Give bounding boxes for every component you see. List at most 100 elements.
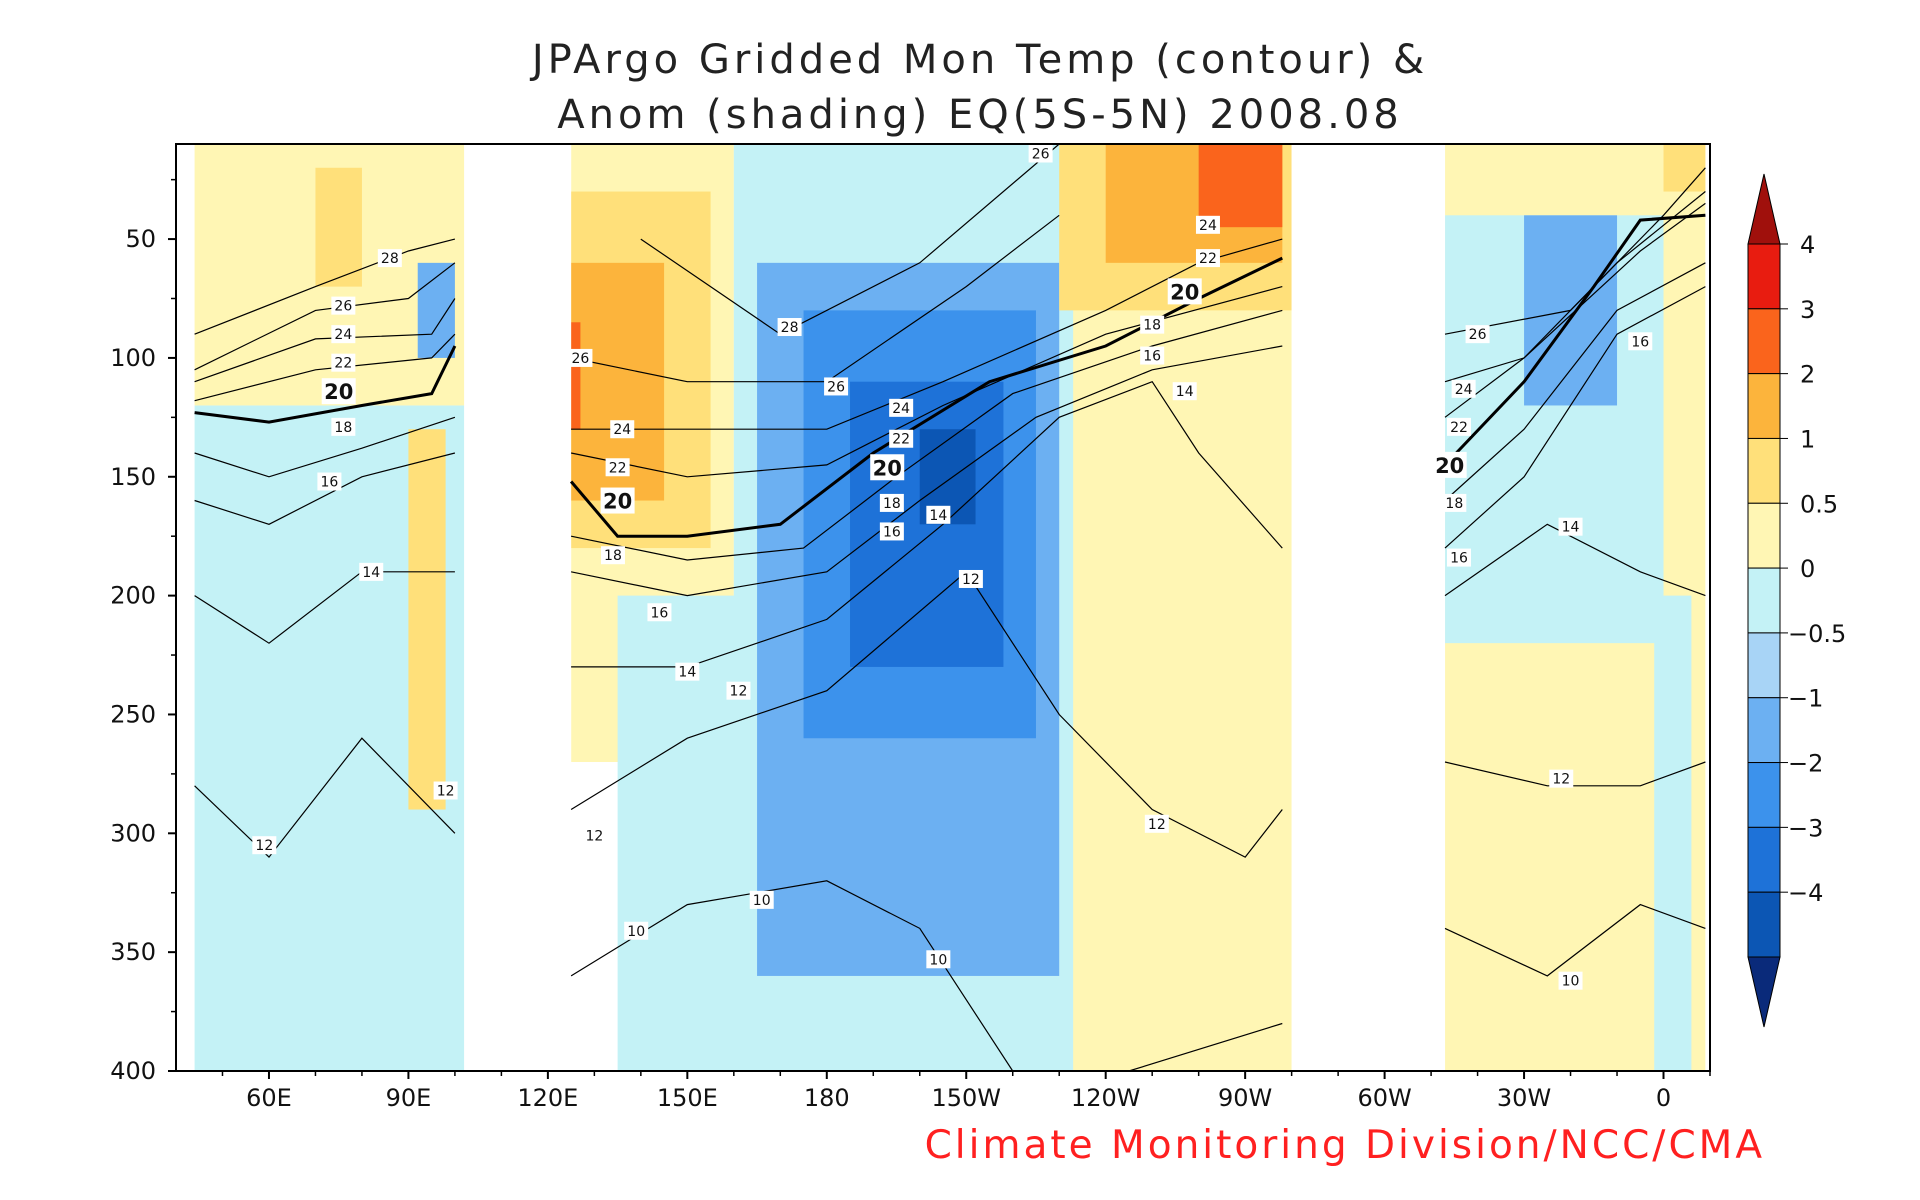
contour-label: 14 xyxy=(1176,384,1194,400)
contour-label-box xyxy=(321,378,356,405)
y-tick-label: 50 xyxy=(125,225,156,253)
contour-label: 20 xyxy=(1435,454,1464,478)
contour-line-16 xyxy=(570,345,1283,597)
contour-label: 26 xyxy=(1469,327,1487,343)
contour-line-14 xyxy=(1444,523,1706,597)
colorbar-label: −3 xyxy=(1788,814,1823,842)
anomaly-region xyxy=(315,167,362,287)
y-axis: 50 100 150 200 250 300 350 400 xyxy=(110,178,176,1085)
contour-label: 24 xyxy=(334,327,352,343)
contour-label-box xyxy=(252,836,277,855)
x-axis: 60E 90E 120E 150E 180 150W 120W 90W 60W 30W 0 xyxy=(221,1071,1711,1112)
contour-line-22 xyxy=(194,333,456,402)
contour-label: 16 xyxy=(651,605,669,621)
x-tick-label: 120W xyxy=(1071,1084,1141,1112)
contour-label-box xyxy=(1140,315,1165,334)
colorbar-label: 0.5 xyxy=(1800,490,1838,518)
contour-label-box xyxy=(1167,278,1202,305)
contour-label: 28 xyxy=(381,251,399,267)
contour-label-box xyxy=(889,429,914,448)
contour-label: 24 xyxy=(1199,218,1217,234)
colorbar-label: 3 xyxy=(1800,296,1815,324)
contour-label-box xyxy=(1465,325,1490,344)
anomaly-region xyxy=(408,429,446,810)
credit-text: Climate Monitoring Division/NCC/CMA xyxy=(925,1123,1765,1168)
contour-label: 22 xyxy=(1199,251,1217,267)
contour-line-12 xyxy=(1444,761,1706,787)
contour-label: 18 xyxy=(604,548,622,564)
contour-label-box xyxy=(726,681,751,700)
no-data-band xyxy=(464,144,572,1071)
contour-line-16 xyxy=(194,452,456,525)
contour-label-box xyxy=(331,417,356,436)
contour-label-box xyxy=(926,505,951,524)
contour-label-box xyxy=(600,487,635,514)
contour-label-box xyxy=(433,781,458,800)
contour-label-box xyxy=(568,348,593,367)
anomaly-region xyxy=(417,262,455,358)
contour-line-12 xyxy=(194,737,456,858)
colorbar-label: −0.5 xyxy=(1788,620,1846,648)
contour-label: 22 xyxy=(609,460,627,476)
x-tick-label: 150W xyxy=(931,1084,1001,1112)
contour-line-20 xyxy=(1443,213,1706,466)
contour-label-box xyxy=(1446,548,1471,567)
contour-label: 16 xyxy=(883,524,901,540)
contour-line-10 xyxy=(1128,1022,1283,1071)
contour-label-box xyxy=(879,493,904,512)
anomaly-region xyxy=(571,322,581,430)
anomaly-region xyxy=(1654,595,1692,1071)
contour-label: 14 xyxy=(1562,520,1580,536)
y-tick-label: 150 xyxy=(110,463,156,491)
contour-label: 10 xyxy=(1562,974,1580,990)
contour-label-box xyxy=(1140,346,1165,365)
contour-label-box xyxy=(317,472,342,491)
contour-label-box xyxy=(331,325,356,344)
contour-label-box xyxy=(1195,249,1220,268)
contour-line-10 xyxy=(570,880,1014,1071)
colorbar-box xyxy=(1747,826,1781,893)
contour-label-box xyxy=(777,318,802,337)
contour-label: 28 xyxy=(781,320,799,336)
contour-label-box xyxy=(624,921,649,940)
contour-label: 16 xyxy=(1143,349,1161,365)
x-tick-label: 180 xyxy=(804,1084,850,1112)
plot-frame xyxy=(175,143,1711,1072)
contour-label: 22 xyxy=(892,432,910,448)
contour-label: 18 xyxy=(883,496,901,512)
contour-label: 24 xyxy=(892,401,910,417)
contour-line-12 xyxy=(570,570,1283,858)
contour-label-box xyxy=(377,249,402,268)
contour-line-16 xyxy=(1444,286,1706,549)
colorbar-box xyxy=(1747,373,1781,439)
contour-label-box xyxy=(359,562,384,581)
no-data-band xyxy=(1291,144,1446,1071)
colorbar-label: 0 xyxy=(1800,555,1815,583)
contour-label-box xyxy=(1432,451,1467,478)
anomaly-shading xyxy=(194,144,1706,1071)
colorbar-box xyxy=(1747,567,1781,634)
contour-label: 20 xyxy=(324,380,353,404)
contour-label-box xyxy=(879,522,904,541)
contour-label-box xyxy=(749,890,774,909)
contour-label-box xyxy=(331,296,356,315)
contour-label-box xyxy=(1446,417,1471,436)
contour-label: 22 xyxy=(1450,420,1468,436)
contour-line-24 xyxy=(1444,191,1706,383)
contour-label-box xyxy=(605,458,630,477)
contour-line-14 xyxy=(194,571,455,644)
contour-line-28 xyxy=(640,144,1060,335)
contour-label-box xyxy=(1628,332,1653,351)
colorbar-arrow-top xyxy=(1747,173,1781,245)
colorbar-box xyxy=(1747,762,1781,828)
contour-label-box xyxy=(331,353,356,372)
x-tick-label: 60E xyxy=(246,1084,292,1112)
colorbar-label: −1 xyxy=(1788,685,1823,713)
contour-label: 24 xyxy=(613,422,631,438)
x-tick-label: 0 xyxy=(1656,1084,1671,1112)
contour-label: 12 xyxy=(437,784,455,800)
x-tick-label: 150E xyxy=(657,1084,718,1112)
contour-line-28 xyxy=(194,238,456,335)
contour-label-box xyxy=(1144,814,1169,833)
